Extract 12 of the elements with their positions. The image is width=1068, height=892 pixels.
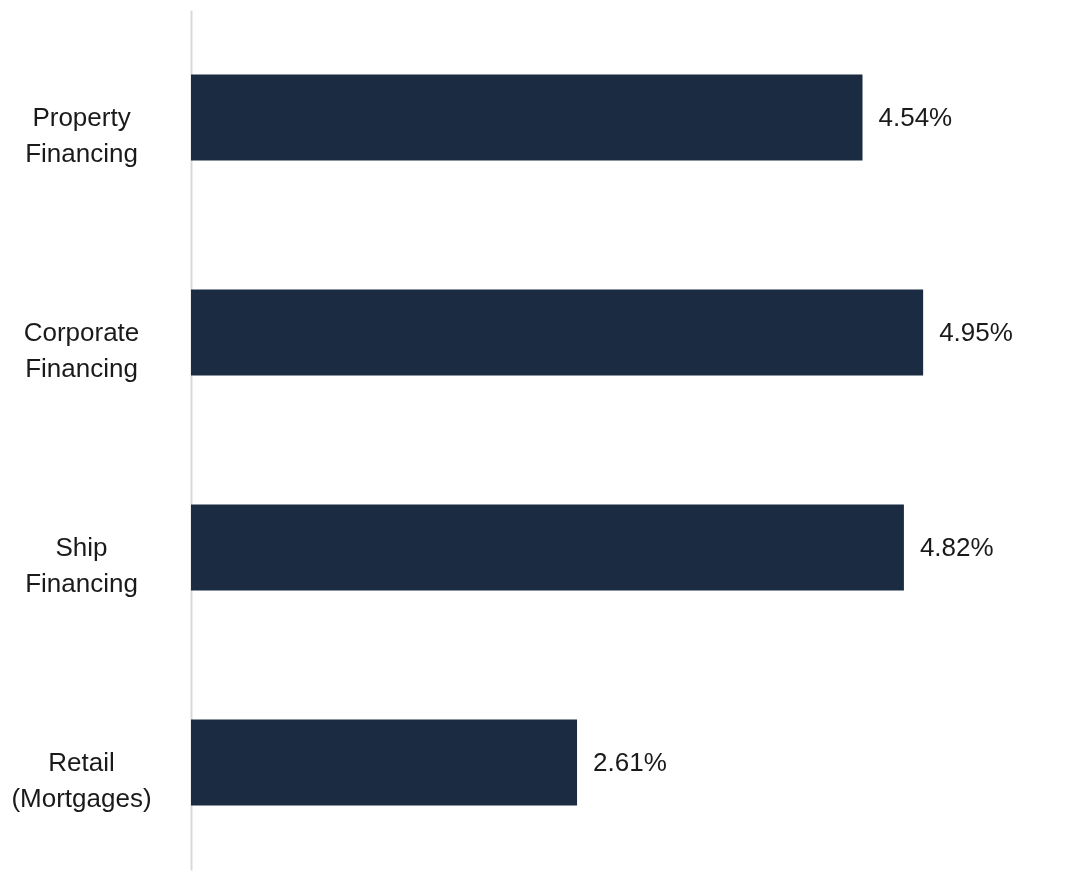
- y-tick-label: Corporate Financing: [23, 316, 140, 383]
- y-tick-label: Ship Financing: [25, 531, 138, 598]
- data-label: 4.82%: [919, 531, 994, 562]
- bar: [191, 289, 924, 376]
- y-tick-label: Retail (Mortgages): [11, 746, 152, 813]
- data-label: 4.54%: [878, 101, 953, 132]
- bar: [191, 74, 863, 161]
- bar: [191, 504, 904, 591]
- data-label: 4.95%: [939, 316, 1013, 347]
- y-tick-label: Property Financing: [25, 101, 138, 168]
- bar: [191, 719, 578, 806]
- data-label: 2.61%: [593, 746, 667, 777]
